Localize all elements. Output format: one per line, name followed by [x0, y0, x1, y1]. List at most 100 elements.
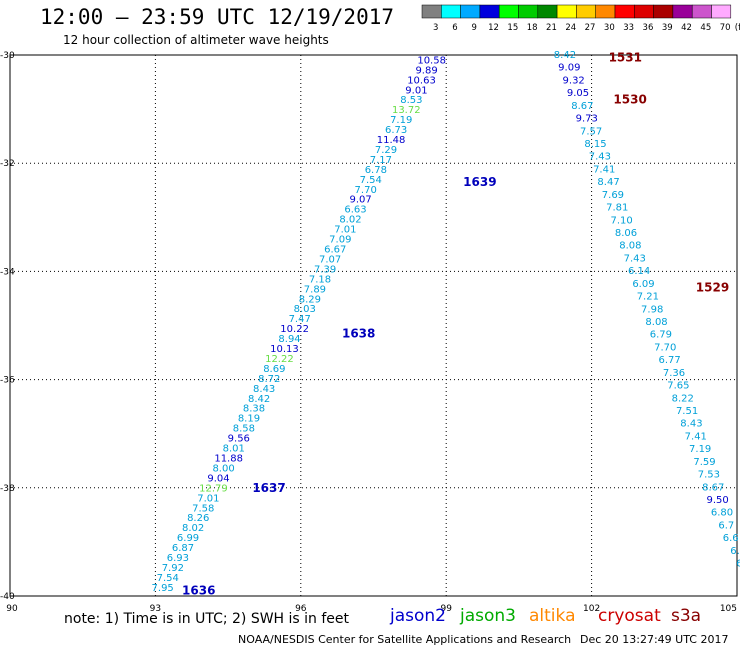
- legend-bin-label: 30: [604, 23, 615, 33]
- wave-height-value: 8.67: [571, 101, 593, 112]
- wave-height-value: 7.59: [693, 457, 715, 468]
- wave-height-value: 7.69: [602, 190, 624, 201]
- legend-unit: (ft): [735, 23, 740, 33]
- wave-height-value: 7.19: [689, 444, 711, 455]
- wave-height-value: 9.05: [567, 88, 589, 99]
- wave-height-value: 7.53: [698, 470, 720, 481]
- wave-height-value: 7.89: [304, 284, 326, 295]
- legend-swatch: [672, 4, 693, 19]
- wave-height-value: 7.41: [593, 164, 615, 175]
- wave-height-value: 7.19: [390, 115, 412, 126]
- legend-swatch: [421, 4, 442, 19]
- wave-height-value: 7.10: [611, 215, 633, 226]
- wave-height-value: 9.01: [405, 85, 427, 96]
- wave-height-value: 7.17: [370, 155, 392, 166]
- map-title: 12:00 — 23:59 UTC 12/19/2017: [40, 5, 395, 29]
- wave-height-value: 8.26: [187, 513, 209, 524]
- legend-bin-label: 45: [700, 23, 711, 33]
- legend-swatch: [498, 4, 519, 19]
- map-subtitle: 12 hour collection of altimeter wave hei…: [63, 33, 329, 47]
- latitude-ticks: -30 -32 -34 -36 -38 -40: [0, 51, 15, 602]
- legend-bin-label: 24: [565, 23, 576, 33]
- wave-height-value: 8.72: [258, 374, 280, 385]
- wave-height-value: 11.48: [377, 135, 406, 146]
- wave-height-value: 7.47: [289, 314, 311, 325]
- wave-height-value: 8.58: [233, 424, 255, 435]
- wave-height-value: 7.21: [637, 292, 659, 303]
- pass-number-label: 1636: [182, 584, 215, 598]
- pass-number-label: 1637: [252, 481, 285, 495]
- wave-height-value: 8.02: [182, 523, 204, 534]
- legend-bin-label: 70: [720, 23, 731, 33]
- legend-swatch: [595, 4, 616, 19]
- wave-height-value: 7.81: [606, 203, 628, 214]
- wave-height-value: 9.07: [349, 195, 371, 206]
- legend-swatch: [479, 4, 500, 19]
- satellite-track-2: 8.429.099.329.058.679.737.578.157.437.41…: [554, 50, 740, 570]
- latitude-tick-label: -40: [0, 592, 15, 602]
- wave-height-value: 9.09: [558, 63, 580, 74]
- legend-swatch: [691, 4, 712, 19]
- wave-height-value: 8.43: [253, 384, 275, 395]
- wave-height-value: 6.14: [628, 266, 650, 277]
- wave-height-value: 8.02: [339, 215, 361, 226]
- legend-swatch: [576, 4, 596, 19]
- legend-bin-label: 15: [507, 23, 518, 33]
- wave-height-value: 7.18: [309, 274, 331, 285]
- wave-height-value: 13.72: [392, 105, 421, 116]
- wave-height-value: 7.09: [329, 235, 351, 246]
- wave-height-value: 8.42: [554, 50, 576, 61]
- wave-height-value: 6.99: [177, 533, 199, 544]
- wave-height-value: 7.07: [319, 254, 341, 265]
- longitude-tick-label: 102: [583, 604, 600, 614]
- wave-height-value: 8.47: [597, 177, 619, 188]
- wave-height-value: 6.77: [658, 355, 680, 366]
- wave-height-value: 7.92: [162, 563, 184, 574]
- latitude-tick-label: -32: [0, 159, 15, 169]
- satellite-track-1: 10.589.8910.639.018.5313.727.196.7311.48…: [152, 55, 497, 597]
- wave-height-value: 8.06: [615, 228, 637, 239]
- legend-bin-label: 9: [472, 23, 477, 33]
- latitude-tick-label: -36: [0, 376, 15, 386]
- wave-height-value: 8.08: [645, 317, 667, 328]
- wave-height-value: 6.7: [718, 520, 734, 531]
- wave-height-value: 9.56: [228, 434, 250, 445]
- legend-jason3: jason3: [460, 606, 516, 626]
- longitude-ticks: 90 93 96 99 102 105: [6, 604, 737, 614]
- wave-height-value: 8.01: [223, 444, 245, 455]
- wave-height-value: 6.6: [723, 533, 739, 544]
- legend-swatch: [634, 4, 654, 19]
- legend-bin-label: 18: [527, 23, 538, 33]
- legend-bin-label: 3: [433, 23, 438, 33]
- wave-height-value: 8.08: [619, 241, 641, 252]
- wave-height-value: 7.58: [192, 503, 214, 514]
- pass-number-label: 1529: [696, 281, 729, 295]
- wave-height-value: 7.95: [152, 583, 174, 594]
- wave-height-value: 6.67: [324, 245, 346, 256]
- latitude-tick-label: -34: [0, 267, 15, 277]
- wave-height-value: 6.73: [385, 125, 407, 136]
- pass-number-label: 1638: [342, 327, 375, 341]
- legend-bin-label: 6: [452, 23, 457, 33]
- wave-height-value: 12.79: [199, 483, 228, 494]
- wave-height-value: 7.36: [663, 368, 685, 379]
- wave-height-value: 6.78: [365, 165, 387, 176]
- wave-height-value: 7.29: [375, 145, 397, 156]
- legend-bin-label: 27: [585, 23, 596, 33]
- wave-height-value: 7.98: [641, 304, 663, 315]
- wave-height-value: 6.63: [344, 205, 366, 216]
- wave-height-value: 8.43: [680, 419, 702, 430]
- wave-height-value: 6.93: [167, 553, 189, 564]
- wave-height-value: 7.01: [334, 225, 356, 236]
- legend-swatch: [460, 4, 481, 19]
- wave-height-value: 11.88: [214, 454, 243, 465]
- pass-number-label: 1530: [613, 92, 646, 106]
- legend-bin-label: 39: [662, 23, 673, 33]
- legend-altika: altika: [529, 606, 576, 626]
- longitude-tick-label: 99: [440, 604, 452, 614]
- wave-height-value: 6.87: [172, 543, 194, 554]
- wave-height-value: 10.58: [417, 55, 446, 66]
- wave-height-value: 8.38: [243, 404, 265, 415]
- legend-swatch: [441, 4, 461, 19]
- wave-height-value: 10.63: [407, 75, 436, 86]
